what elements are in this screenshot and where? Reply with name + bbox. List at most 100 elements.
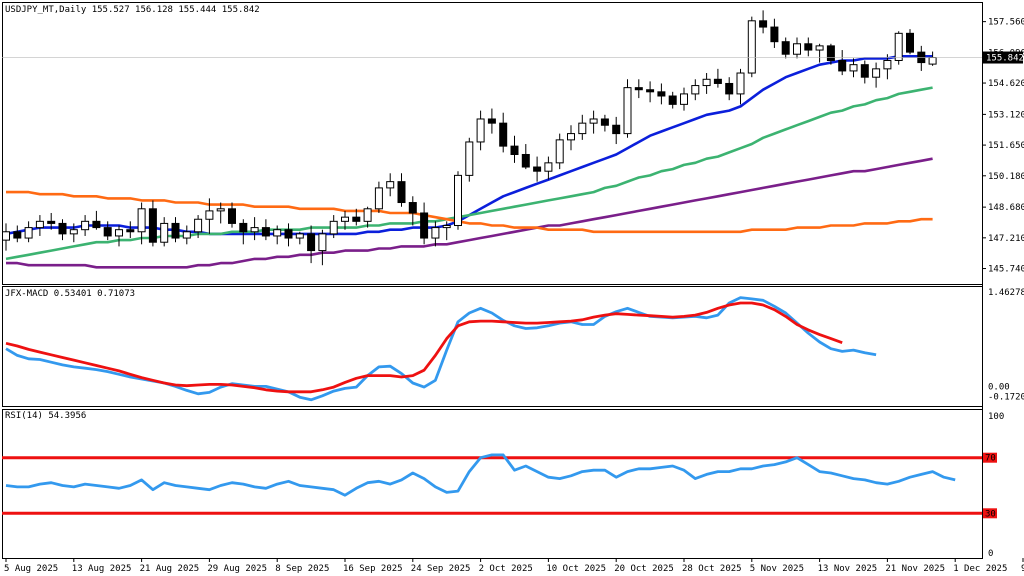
candle-body (408, 202, 417, 214)
panel-frame-2 (2, 286, 983, 407)
candle-body (804, 43, 813, 51)
price-tick-label: 150.180 (988, 172, 1024, 182)
candle-body (544, 162, 553, 172)
candle-body (883, 59, 892, 70)
rsi-line (5, 453, 956, 497)
price-tick-label: 145.740 (988, 265, 1024, 275)
candle-body (465, 141, 474, 176)
candle-body (352, 216, 361, 222)
candle-body (759, 20, 768, 28)
date-tick-label: 21 Aug 2025 (140, 564, 200, 574)
candle-body (250, 227, 259, 233)
candle-body (894, 32, 903, 61)
candle-body (2, 231, 10, 241)
candle-body (431, 227, 440, 239)
candle-body (646, 89, 655, 93)
macd-tick-label: 1.46278 (988, 288, 1024, 298)
candle-body (510, 145, 519, 155)
candle-body (860, 64, 869, 78)
macd-title: JFX-MACD 0.53401 0.71073 (5, 289, 135, 299)
candle-body (533, 166, 542, 172)
candle-body (770, 26, 779, 43)
rsi-level-label: 70 (985, 454, 996, 464)
candle-body (826, 45, 835, 61)
moving-average-line (6, 190, 933, 234)
candle-body (13, 231, 22, 239)
candle-body (793, 43, 801, 55)
candle-body (171, 222, 180, 239)
candle-body (216, 208, 225, 212)
rsi-title: RSI(14) 54.3956 (5, 411, 86, 421)
macd-tick-label: 0.00 (988, 382, 1010, 392)
current-price-label: 155.842 (986, 54, 1024, 64)
candle-body (58, 222, 67, 235)
candle-body (318, 233, 327, 252)
date-tick-label: 28 Oct 2025 (682, 564, 742, 574)
candle-body (148, 208, 157, 243)
rsi-level-label: 30 (985, 509, 996, 519)
main-chart-title: USDJPY_MT,Daily 155.527 156.128 155.444 … (5, 5, 260, 15)
moving-average-line (6, 157, 933, 269)
date-tick-label: 1 Dec 2025 (953, 564, 1007, 574)
candle-body (420, 212, 429, 239)
candle-body (612, 124, 621, 135)
candle-body (578, 122, 587, 135)
candle-body (81, 220, 90, 231)
candle-body (284, 229, 293, 239)
date-tick-label: 5 Nov 2025 (750, 564, 804, 574)
candle-body (194, 218, 203, 233)
candle-body (47, 220, 56, 224)
candle-body (657, 91, 666, 97)
candle-body (35, 220, 44, 229)
candle-body (849, 64, 858, 72)
candle-body (363, 208, 372, 222)
date-tick-label: 9 Dec 2025 (1021, 564, 1024, 574)
candle-body (487, 118, 496, 124)
candle-body (442, 225, 451, 229)
rsi-level-box (983, 508, 997, 519)
candle-body (126, 229, 135, 233)
date-tick-label: 13 Nov 2025 (818, 564, 878, 574)
candle-body (815, 45, 824, 51)
panel-frame-3 (2, 409, 983, 559)
candle-body (182, 231, 191, 239)
candle-body (329, 220, 338, 235)
candle-body (691, 85, 700, 95)
candle-body (906, 32, 914, 53)
candle-body (397, 181, 406, 204)
candle-body (567, 133, 575, 141)
date-tick-label: 13 Aug 2025 (72, 564, 132, 574)
candle-body (872, 68, 881, 78)
candle-body (295, 233, 304, 239)
candle-body (115, 229, 123, 237)
candles-group (2, 10, 937, 266)
candle-body (702, 78, 711, 87)
candle-body (476, 118, 485, 143)
candle-body (499, 122, 508, 147)
price-tick-label: 154.620 (988, 79, 1024, 89)
macd-signal-line (5, 301, 843, 394)
date-tick-label: 8 Sep 2025 (275, 564, 329, 574)
price-tick-label: 148.680 (988, 203, 1024, 213)
candle-body (228, 208, 236, 224)
date-tick-label: 20 Oct 2025 (614, 564, 674, 574)
rsi-tick-label: 100 (988, 412, 1004, 422)
candle-body (736, 72, 745, 95)
candle-body (137, 208, 146, 233)
rsi-tick-label: 0 (988, 549, 993, 559)
candle-body (928, 57, 937, 65)
candle-body (341, 216, 349, 222)
candle-body (273, 229, 282, 237)
candle-body (92, 220, 101, 229)
candle-body (239, 222, 248, 233)
candle-body (374, 187, 383, 210)
current-price-box (983, 51, 1023, 64)
candle-body (386, 181, 395, 189)
date-tick-label: 29 Aug 2025 (207, 564, 267, 574)
candle-body (555, 139, 564, 164)
date-tick-label: 16 Sep 2025 (343, 564, 403, 574)
date-tick-label: 10 Oct 2025 (546, 564, 606, 574)
date-tick-label: 21 Nov 2025 (885, 564, 945, 574)
